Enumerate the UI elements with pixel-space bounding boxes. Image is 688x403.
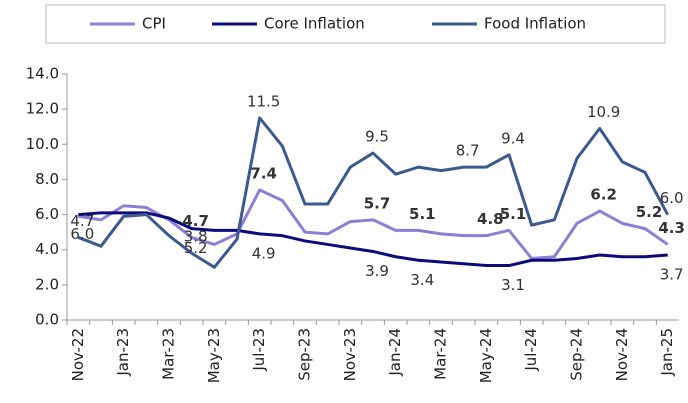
data-label: 5.7 [364, 194, 391, 212]
legend-box [45, 4, 666, 44]
x-tick-label: Jan-25 [658, 328, 676, 377]
legend-label: CPI [142, 15, 166, 33]
data-label: 3.9 [365, 262, 389, 280]
data-label: 9.5 [365, 128, 389, 146]
data-label: 9.4 [501, 129, 525, 147]
data-label: 4.9 [252, 244, 276, 262]
data-label: 10.9 [587, 103, 620, 121]
series-line [78, 211, 668, 268]
x-tick-label: Nov-22 [69, 328, 87, 381]
x-tick-label: Mar-23 [160, 328, 178, 380]
data-label: 3.8 [184, 228, 208, 246]
y-tick-label: 12.0 [26, 100, 59, 118]
x-tick-label: Jan-23 [114, 328, 132, 377]
data-label: 5.1 [500, 205, 527, 223]
x-tick-label: Nov-24 [613, 328, 631, 381]
data-label: 4.7 [70, 212, 94, 230]
x-tick-label: Mar-24 [432, 328, 450, 380]
data-label: 4.7 [182, 212, 209, 230]
series-line [77, 116, 669, 269]
x-tick-label: Jul-24 [522, 328, 540, 372]
x-tick-label: Nov-23 [341, 328, 359, 381]
y-tick-label: 10.0 [26, 135, 59, 153]
x-tick-label: May-24 [477, 328, 495, 383]
data-label: 3.4 [410, 271, 434, 289]
data-label: 5.2 [636, 203, 663, 221]
x-tick-label: Jan-24 [386, 328, 404, 377]
data-label: 6.0 [70, 225, 94, 243]
data-label: 6.2 [590, 186, 617, 204]
data-label: 3.7 [660, 265, 684, 283]
x-tick-label: May-23 [205, 328, 223, 383]
data-label: 5.2 [184, 239, 208, 257]
legend-label: Food Inflation [484, 15, 586, 33]
data-label: 3.1 [501, 276, 525, 294]
y-tick-label: 8.0 [35, 170, 59, 188]
x-tick-label: Jul-23 [250, 328, 268, 372]
y-tick-label: 14.0 [26, 65, 59, 83]
legend-label: Core Inflation [264, 15, 365, 33]
data-label: 11.5 [247, 92, 280, 110]
x-tick-label: Sep-24 [568, 328, 586, 381]
y-tick-label: 6.0 [35, 205, 59, 223]
x-tick-label: Sep-23 [296, 328, 314, 381]
data-label: 7.4 [250, 164, 277, 182]
data-label: 4.8 [477, 210, 504, 228]
data-label: 8.7 [456, 142, 480, 160]
data-label: 5.1 [409, 205, 436, 223]
series-line [78, 188, 669, 260]
data-label: 4.3 [658, 219, 685, 237]
data-label: 6.0 [660, 189, 684, 207]
y-tick-label: 4.0 [35, 240, 59, 258]
y-tick-label: 2.0 [35, 275, 59, 293]
y-tick-label: 0.0 [35, 311, 59, 329]
